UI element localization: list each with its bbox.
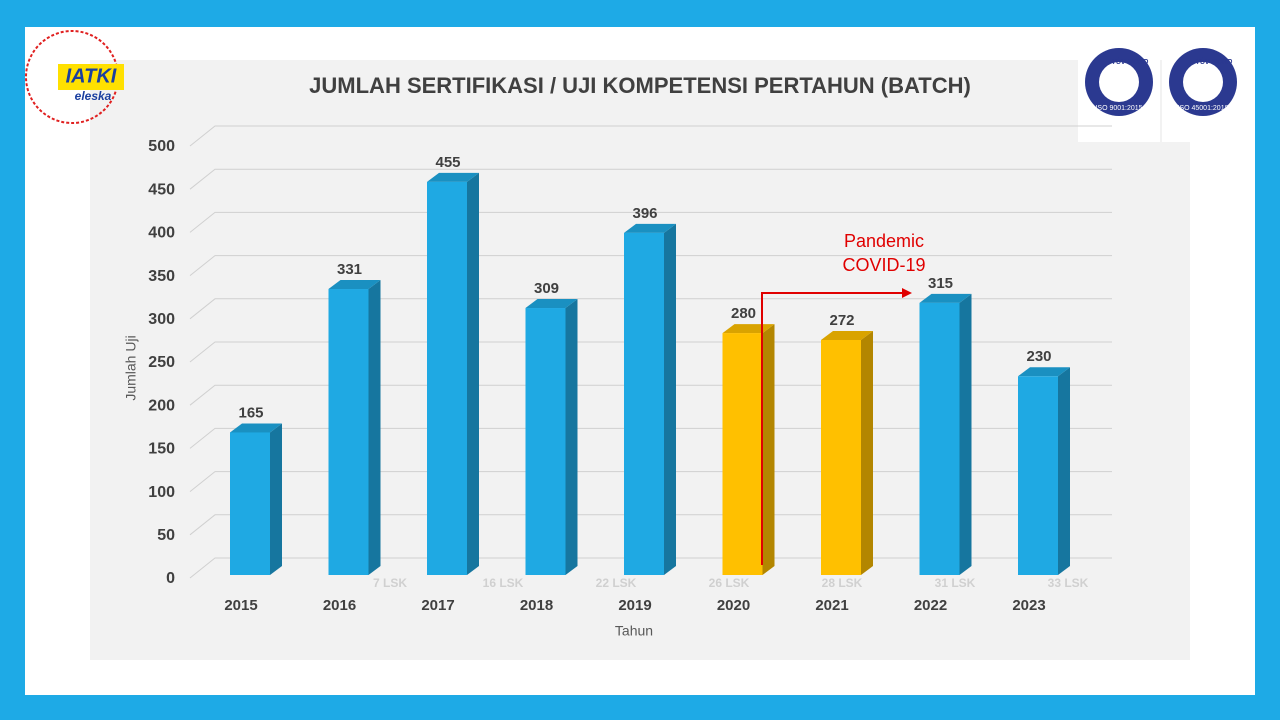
data-label: 165 bbox=[238, 404, 263, 421]
bar-side bbox=[467, 172, 479, 575]
data-label: 230 bbox=[1026, 348, 1051, 365]
lsk-label: 31 LSK bbox=[935, 576, 976, 590]
cert-core bbox=[1099, 62, 1139, 102]
x-tick-label: 2022 bbox=[914, 597, 947, 614]
grid-line bbox=[189, 298, 1112, 320]
y-axis-title: Jumlah Uji bbox=[123, 335, 139, 400]
bar-top bbox=[919, 293, 972, 303]
x-tick-label: 2018 bbox=[520, 597, 553, 614]
plot: 0 50 100 150 200 250 300 350 400 450 500 2015 165 201… bbox=[148, 125, 1112, 614]
logo-box bbox=[58, 64, 124, 90]
bar-side bbox=[565, 299, 578, 575]
grid-line bbox=[189, 211, 1112, 233]
grid-line bbox=[189, 514, 1112, 536]
bar-side bbox=[664, 223, 676, 575]
y-tick-label: 400 bbox=[148, 225, 175, 242]
y-tick-label: 450 bbox=[148, 181, 175, 198]
bar-top bbox=[328, 280, 381, 290]
grid-line bbox=[189, 255, 1112, 276]
y-tick-label: 350 bbox=[148, 268, 175, 285]
grid-line bbox=[189, 341, 1112, 363]
grid-line bbox=[189, 471, 1112, 492]
x-tick-label: 2021 bbox=[815, 597, 848, 614]
cert-brand: TÜV NORD bbox=[1196, 57, 1233, 66]
x-tick-label: 2016 bbox=[323, 597, 356, 614]
bar-side bbox=[1058, 367, 1070, 575]
lsk-label: 7 LSK bbox=[373, 576, 407, 590]
annotation-text: Pandemic bbox=[844, 231, 924, 251]
bar-side bbox=[368, 280, 381, 575]
x-tick-label: 2019 bbox=[618, 597, 651, 614]
bar bbox=[1018, 376, 1058, 575]
y-tick-label: 50 bbox=[157, 527, 175, 544]
bar-top bbox=[525, 299, 578, 309]
logo-text: IATKI bbox=[66, 65, 117, 87]
data-label: 280 bbox=[731, 305, 756, 322]
data-label: 455 bbox=[435, 154, 460, 171]
bar-top bbox=[427, 172, 479, 182]
cert-logo: TÜV NORD ISO 9001:2015 bbox=[1078, 40, 1160, 142]
cert-brand: TÜV NORD bbox=[1112, 57, 1149, 66]
x-tick-label: 2020 bbox=[717, 597, 750, 614]
y-tick-label: 200 bbox=[148, 397, 175, 414]
x-tick-label: 2017 bbox=[421, 597, 454, 614]
bar-top bbox=[1018, 367, 1070, 377]
bar-top bbox=[230, 423, 282, 433]
bar-side bbox=[270, 423, 282, 575]
data-label: 331 bbox=[337, 261, 362, 278]
data-label: 315 bbox=[928, 275, 953, 292]
grid-line bbox=[189, 384, 1112, 406]
arrow-head bbox=[902, 288, 912, 298]
annotation-text: COVID-19 bbox=[842, 255, 925, 275]
cert-core bbox=[1183, 62, 1223, 102]
grid-line bbox=[189, 427, 1112, 449]
y-tick-label: 0 bbox=[166, 570, 175, 587]
bar bbox=[525, 308, 566, 575]
lsk-label: 28 LSK bbox=[822, 576, 863, 590]
annotation-arrow bbox=[761, 292, 904, 565]
lsk-label: 33 LSK bbox=[1048, 576, 1089, 590]
bar bbox=[230, 432, 270, 575]
bar bbox=[919, 302, 960, 575]
bar-side bbox=[959, 293, 972, 575]
y-tick-label: 500 bbox=[148, 138, 175, 155]
annotation: Pandemic COVID-19 bbox=[761, 231, 926, 565]
bar bbox=[821, 339, 861, 575]
grid-line bbox=[189, 168, 1112, 190]
bar bbox=[722, 333, 763, 575]
cert-iso: ISO 9001:2015 bbox=[1095, 105, 1142, 112]
chart-title: JUMLAH SERTIFIKASI / UJI KOMPETENSI PERT… bbox=[309, 73, 971, 98]
cert-logo: TÜV NORD ISO 45001:2018 bbox=[1162, 40, 1244, 142]
y-tick-label: 100 bbox=[148, 484, 175, 501]
bar-side bbox=[861, 330, 873, 575]
logo-left: IATKI eleska bbox=[25, 30, 124, 124]
grid-line bbox=[189, 125, 1112, 147]
bar bbox=[427, 181, 467, 575]
bar bbox=[624, 232, 664, 575]
x-tick-label: 2023 bbox=[1012, 597, 1045, 614]
cert-iso: ISO 45001:2018 bbox=[1178, 105, 1229, 112]
grid-line bbox=[189, 557, 1112, 579]
y-tick-label: 250 bbox=[148, 354, 175, 371]
logo-subtext: eleska bbox=[75, 89, 112, 103]
data-label: 272 bbox=[829, 312, 854, 329]
lsk-label: 26 LSK bbox=[709, 576, 750, 590]
bar bbox=[328, 289, 369, 575]
y-tick-label: 300 bbox=[148, 311, 175, 328]
y-tick-label: 150 bbox=[148, 441, 175, 458]
lsk-label: 16 LSK bbox=[483, 576, 524, 590]
bar-top bbox=[821, 330, 873, 340]
data-label: 396 bbox=[632, 205, 657, 222]
bar-side bbox=[762, 324, 775, 575]
data-label: 309 bbox=[534, 280, 559, 297]
lsk-label: 22 LSK bbox=[596, 576, 637, 590]
bar-top bbox=[624, 223, 676, 233]
x-axis-title: Tahun bbox=[615, 623, 653, 639]
x-tick-label: 2015 bbox=[224, 597, 257, 614]
